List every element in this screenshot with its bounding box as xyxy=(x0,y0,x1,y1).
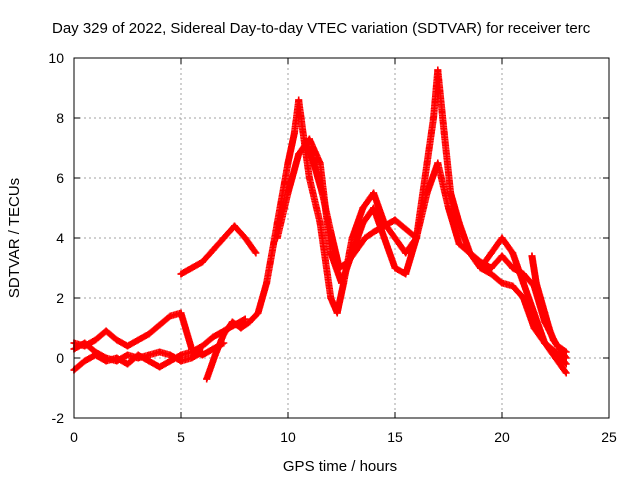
y-tick-label: 8 xyxy=(56,110,64,126)
y-tick-label: -2 xyxy=(52,410,65,426)
y-tick-label: 10 xyxy=(48,50,64,66)
series-markers xyxy=(177,222,259,278)
x-tick-label: 25 xyxy=(601,429,617,445)
series-track-i xyxy=(528,252,570,356)
x-tick-label: 10 xyxy=(280,429,296,445)
y-tick-label: 2 xyxy=(56,290,64,306)
chart-title: Day 329 of 2022, Sidereal Day-to-day VTE… xyxy=(52,20,591,37)
y-tick-label: 4 xyxy=(56,230,64,246)
x-axis-label: GPS time / hours xyxy=(283,458,397,475)
series-track-c xyxy=(70,339,206,365)
x-tick-label: 20 xyxy=(494,429,510,445)
y-tick-label: 6 xyxy=(56,170,64,186)
series-markers xyxy=(301,138,419,272)
series-track-d xyxy=(177,222,260,278)
x-tick-label: 0 xyxy=(70,429,78,445)
data-layer xyxy=(70,66,570,383)
x-tick-label: 5 xyxy=(177,429,185,445)
series-track-g xyxy=(301,138,420,272)
tick-layer: 0 5 10 15 20 25 -2 0 2 4 6 8 10 xyxy=(48,50,617,445)
y-tick-label: 0 xyxy=(56,350,64,366)
x-tick-label: 15 xyxy=(387,429,403,445)
series-markers xyxy=(528,252,569,355)
y-axis-label: SDTVAR / TECUs xyxy=(6,178,23,298)
